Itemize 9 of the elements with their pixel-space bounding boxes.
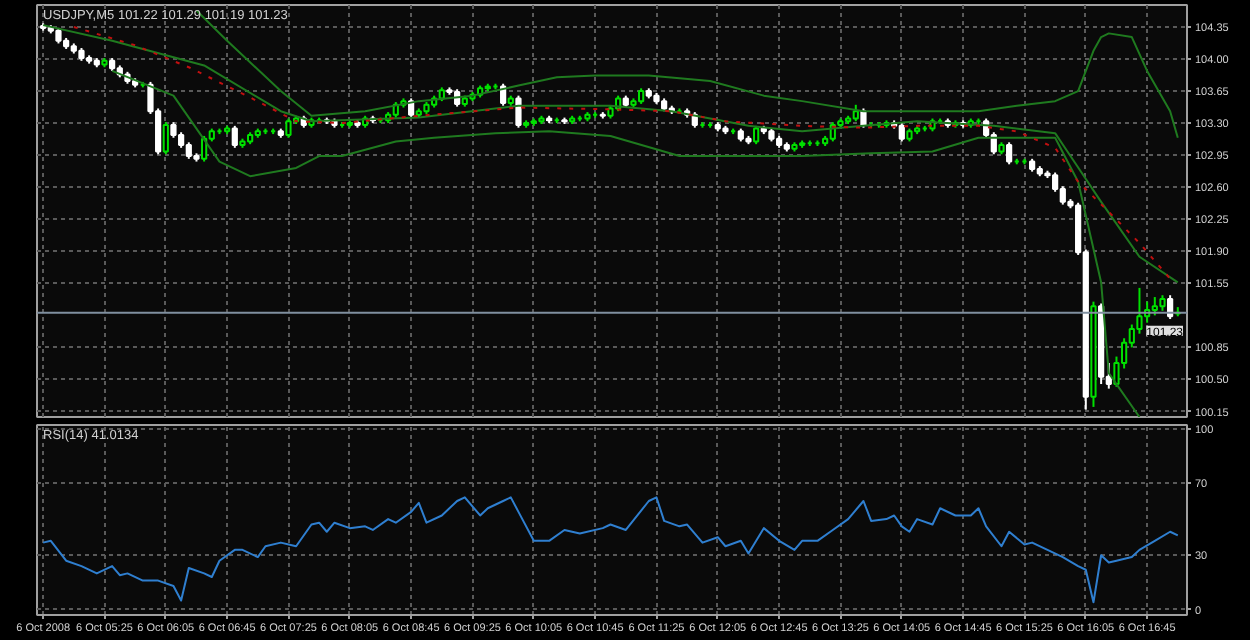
candlestick — [898, 122, 905, 143]
candlestick — [1151, 296, 1158, 317]
candlestick — [860, 107, 867, 129]
line-series — [42, 496, 1179, 604]
candlestick — [1006, 141, 1013, 166]
candlestick — [515, 94, 522, 129]
candlestick — [231, 124, 238, 149]
candlestick — [162, 121, 169, 156]
candlestick — [285, 117, 292, 139]
